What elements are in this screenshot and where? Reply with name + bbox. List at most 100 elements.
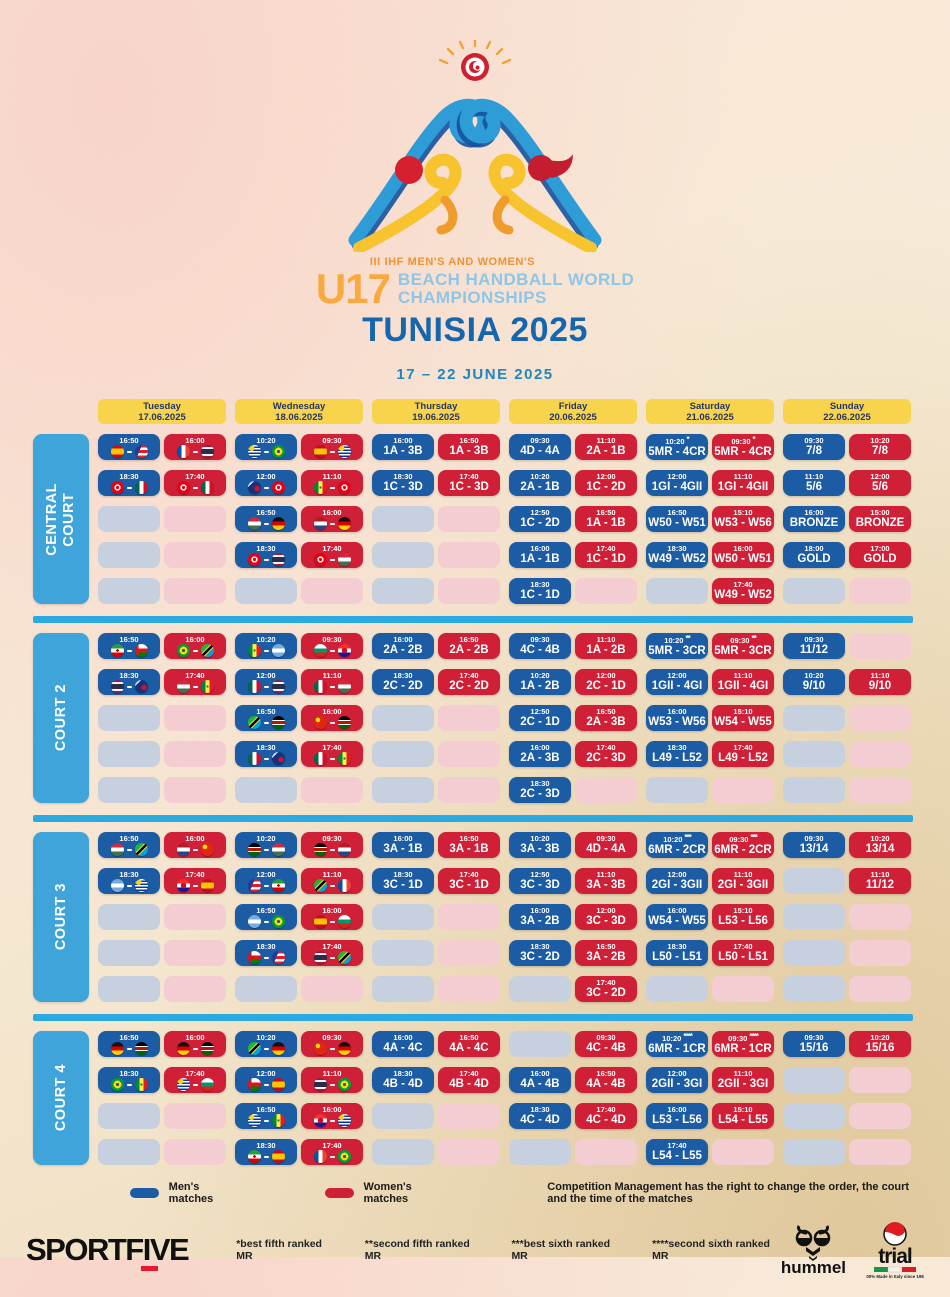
match-pill: 18:30 3C - 1D [372,868,434,894]
flag-nzl-icon [271,752,285,765]
schedule-row: 16:50 16:00 16:00 3A - 2B 12:00 3C - 3D 16:00 W… [98,904,911,930]
match-time: 17:00 [870,544,890,553]
flag-tha-icon [313,951,327,964]
footnote-1: *best fifth ranked MR [236,1238,322,1262]
flag-fra-icon [337,879,351,892]
match-pill: 16:00 2A - 3B [509,741,571,767]
flag-arg-icon [110,879,124,892]
match-time: 12:00 [256,471,276,481]
flag-ken-icon [271,716,285,729]
match-time: 11:10 [733,870,753,879]
match-code: 13/14 [799,843,829,855]
schedule-row: 18:30 17:40 16:00 1A - 1B 17:40 1C - 1D 18:30 W… [98,542,911,568]
match-pill: 16:00 W50 - W51 [712,542,774,568]
match-code: 1GII - 4GI [651,680,703,692]
match-pill: 16:50 [98,434,160,460]
match-time: 18:30 [256,941,276,951]
match-pill: 11:10 11/12 [849,868,911,894]
match-pill: 09:30 * 5MR - 4CR [712,434,774,460]
flag-hun-icon [176,680,190,693]
empty-slot [164,705,226,731]
match-pill: 18:30 L50 - L51 [646,940,708,966]
versus-dash [329,1119,335,1122]
flag-ken-icon [134,1042,148,1055]
match-time: 09:30 [596,834,616,843]
flag-hun-icon [110,843,124,856]
empty-slot [301,777,363,803]
schedule-row: 16:50 16:00 10:20 09:30 16:00 4A - 4C 16:50 4A … [98,1031,911,1057]
court-label: COURT 4 [33,1031,89,1165]
flag-pur-icon [134,445,148,458]
empty-slot [509,1139,571,1165]
match-time: 18:30 [119,869,139,879]
match-time: 16:50 [256,1104,276,1114]
match-code: 3A - 2B [586,951,626,963]
match-time: 16:00 [667,1105,687,1114]
team-flags [176,481,214,495]
match-pill: 09:30 4C - 4B [509,633,571,659]
match-pill: 16:00 BRONZE [783,506,845,532]
match-time: 16:50 [119,634,139,644]
flag-tun-icon [271,481,285,494]
flag-tun-icon [110,481,124,494]
flag-tun-icon [176,481,190,494]
match-time: 11:10 [804,472,824,481]
match-pill: 10:20 2A - 1B [509,470,571,496]
empty-slot [783,1103,845,1129]
sun-rays-icon [438,40,512,65]
match-time: 18:30 [530,1105,550,1114]
match-pill: 09:30 7/8 [783,434,845,460]
match-pill: 16:00 [301,705,363,731]
match-pill: 16:50 2A - 2B [438,633,500,659]
empty-slot [372,542,434,568]
hummel-logo: hummel [781,1225,846,1276]
match-pill: 12:00 [235,868,297,894]
match-time: 16:00 [322,706,342,716]
match-pill: 16:00 2A - 2B [372,633,434,659]
footnote-marker: *** [750,833,757,842]
match-pill: 18:30 3C - 2D [509,940,571,966]
match-pill: 10:20 15/16 [849,1031,911,1057]
empty-slot [164,578,226,604]
team-flags [313,1042,351,1056]
flag-iri-icon [110,644,124,657]
court-section: CENTRAL COURT 16:50 16:00 10:20 09:30 16:00 1A… [33,434,913,604]
team-flags [313,843,351,857]
match-pill: 11:10 2GII - 3GI [712,1067,774,1093]
match-pill: 16:50 [98,832,160,858]
match-pill: 11:10 1GII - 4GI [712,669,774,695]
match-time: 10:20 ** [664,634,690,645]
empty-slot [783,1067,845,1093]
match-time: 16:50 [596,942,616,951]
match-code: 1GI - 4GII [651,481,703,493]
match-pill: 12:00 1GI - 4GII [646,470,708,496]
versus-dash [329,486,335,489]
match-time: 16:50 [119,833,139,843]
empty-slot [164,506,226,532]
match-time: 10:20 [530,671,550,680]
match-code: 2C - 1D [586,680,626,692]
empty-slot [849,1103,911,1129]
flag-nzl-icon [134,680,148,693]
match-time: 09:30 [804,635,824,644]
empty-slot [372,705,434,731]
match-code: 2GII - 3GI [651,1078,703,1090]
hummel-bee-icon [796,1225,831,1261]
match-pill: 10:20 ** 5MR - 3CR [646,633,708,659]
court-section: COURT 3 16:50 16:00 10:20 09:30 16:00 3A - 1B 1… [33,832,913,1002]
match-pill: 17:40 [301,1139,363,1165]
match-code: 2C - 1D [520,716,560,728]
match-code: 5MR - 4CR [714,446,772,458]
empty-slot [509,1031,571,1057]
match-time: 12:00 [596,906,616,915]
empty-slot [438,976,500,1002]
match-pill: 17:40 [301,940,363,966]
match-pill: 10:20 *** 6MR - 2CR [646,832,708,858]
empty-slot [438,705,500,731]
match-time: 16:00 [393,635,413,644]
day-header: Saturday 21.06.2025 [646,399,774,424]
flag-ger-icon [337,1042,351,1055]
versus-dash [263,920,269,923]
empty-slot [849,578,911,604]
match-code: 2GII - 3GI [717,1078,769,1090]
